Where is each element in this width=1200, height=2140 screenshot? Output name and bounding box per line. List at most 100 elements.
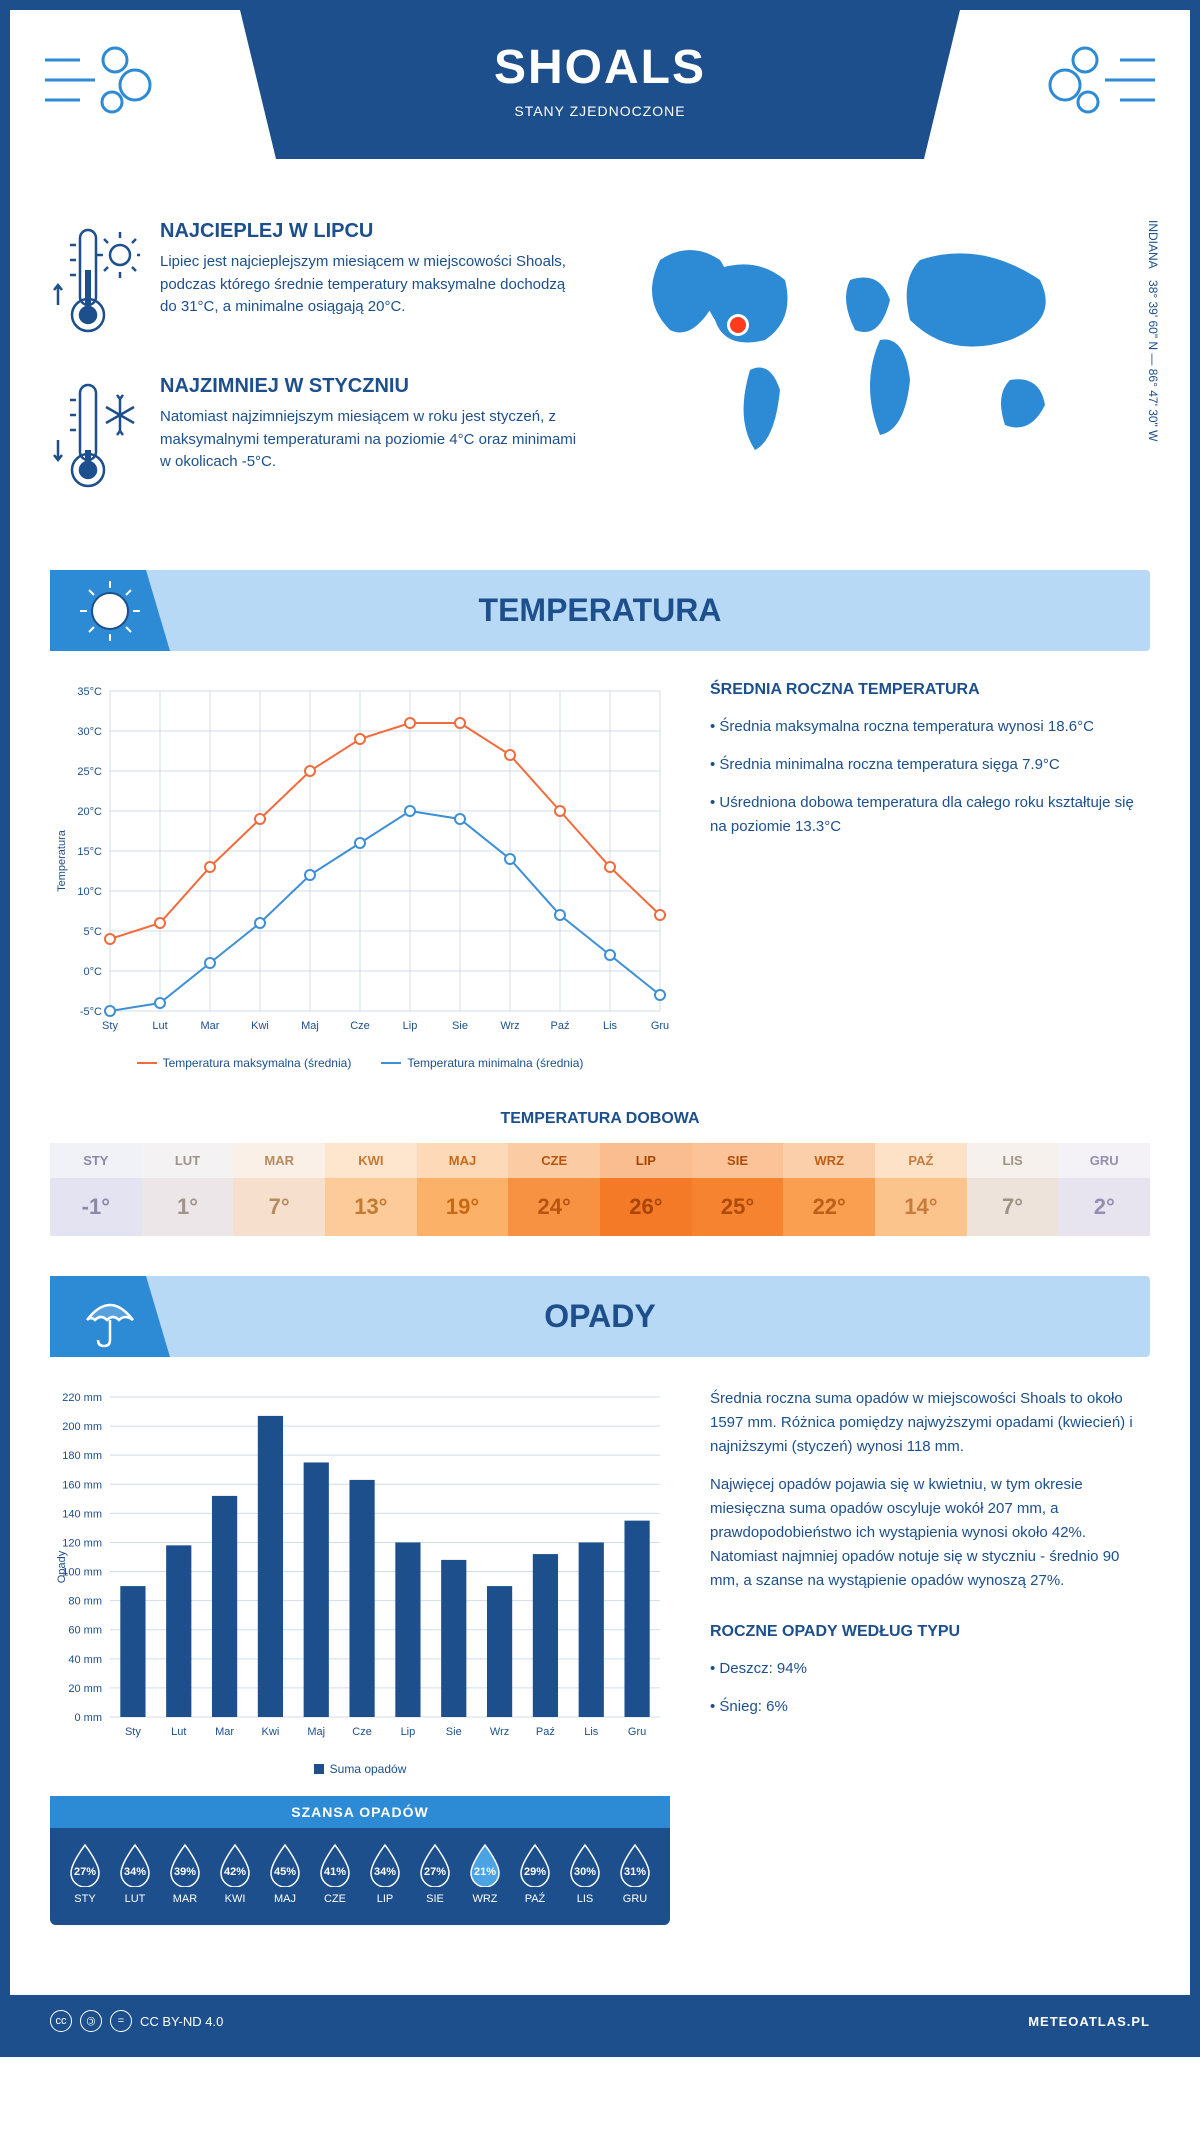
hot-fact: NAJCIEPLEJ W LIPCU Lipiec jest najcieple… — [50, 220, 580, 345]
nd-icon: = — [110, 2010, 132, 2032]
svg-text:20 mm: 20 mm — [68, 1683, 102, 1695]
svg-text:60 mm: 60 mm — [68, 1625, 102, 1637]
svg-text:25°C: 25°C — [77, 766, 102, 778]
svg-text:Opady: Opady — [56, 1550, 68, 1583]
svg-text:160 mm: 160 mm — [62, 1479, 102, 1491]
precipitation-stats: Średnia roczna suma opadów w miejscowośc… — [710, 1387, 1150, 1925]
svg-text:34%: 34% — [374, 1866, 396, 1878]
wind-swirl-icon — [40, 30, 160, 130]
svg-text:10°C: 10°C — [77, 886, 102, 898]
svg-text:Mar: Mar — [201, 1020, 220, 1032]
svg-text:27%: 27% — [424, 1866, 446, 1878]
precipitation-section-header: OPADY — [50, 1276, 1150, 1357]
svg-text:34%: 34% — [124, 1866, 146, 1878]
sun-icon — [75, 576, 145, 646]
cold-fact-title: NAJZIMNIEJ W STYCZNIU — [160, 375, 580, 398]
temp-table-cell: GRU 2° — [1058, 1143, 1150, 1236]
svg-text:20°C: 20°C — [77, 806, 102, 818]
svg-text:Cze: Cze — [352, 1726, 372, 1738]
temp-table-cell: KWI 13° — [325, 1143, 417, 1236]
svg-text:Maj: Maj — [307, 1726, 325, 1738]
svg-text:Paź: Paź — [536, 1726, 555, 1738]
umbrella-icon — [75, 1282, 145, 1352]
svg-text:Gru: Gru — [651, 1020, 669, 1032]
svg-text:Sie: Sie — [446, 1726, 462, 1738]
svg-text:200 mm: 200 mm — [62, 1421, 102, 1433]
precip-chance-drop: 42% KWI — [217, 1843, 253, 1905]
cold-fact: NAJZIMNIEJ W STYCZNIU Natomiast najzimni… — [50, 375, 580, 500]
svg-text:Lis: Lis — [603, 1020, 618, 1032]
svg-text:Mar: Mar — [215, 1726, 234, 1738]
svg-text:80 mm: 80 mm — [68, 1596, 102, 1608]
svg-text:-5°C: -5°C — [80, 1006, 102, 1018]
svg-text:39%: 39% — [174, 1866, 196, 1878]
svg-text:30%: 30% — [574, 1866, 596, 1878]
wind-swirl-icon — [1040, 30, 1160, 130]
precip-chance-drop: 21% WRZ — [467, 1843, 503, 1905]
by-icon: 🄯 — [80, 2010, 102, 2032]
hot-fact-text: Lipiec jest najcieplejszym miesiącem w m… — [160, 251, 580, 319]
svg-text:42%: 42% — [224, 1866, 246, 1878]
title-banner: SHOALS STANY ZJEDNOCZONE — [240, 10, 960, 159]
temp-chart-legend: Temperatura maksymalna (średnia) Tempera… — [50, 1056, 670, 1070]
svg-text:180 mm: 180 mm — [62, 1450, 102, 1462]
precip-chance-drop: 31% GRU — [617, 1843, 653, 1905]
svg-text:45%: 45% — [274, 1866, 296, 1878]
cold-fact-text: Natomiast najzimniejszym miesiącem w rok… — [160, 406, 580, 474]
svg-text:27%: 27% — [74, 1866, 96, 1878]
precip-chance-drop: 30% LIS — [567, 1843, 603, 1905]
footer: cc 🄯 = CC BY-ND 4.0 METEOATLAS.PL — [10, 1995, 1190, 2047]
svg-text:41%: 41% — [324, 1866, 346, 1878]
svg-text:Lis: Lis — [584, 1726, 599, 1738]
svg-text:Kwi: Kwi — [262, 1726, 280, 1738]
country-subtitle: STANY ZJEDNOCZONE — [240, 103, 960, 119]
svg-text:21%: 21% — [474, 1866, 496, 1878]
svg-text:Lip: Lip — [403, 1020, 418, 1032]
thermometer-hot-icon — [50, 220, 140, 340]
svg-text:40 mm: 40 mm — [68, 1654, 102, 1666]
svg-text:Gru: Gru — [628, 1726, 646, 1738]
hot-fact-title: NAJCIEPLEJ W LIPCU — [160, 220, 580, 243]
precip-chance-drop: 34% LIP — [367, 1843, 403, 1905]
svg-text:5°C: 5°C — [84, 926, 103, 938]
precip-chance-drop: 29% PAŹ — [517, 1843, 553, 1905]
svg-text:Sty: Sty — [102, 1020, 118, 1032]
thermometer-cold-icon — [50, 375, 140, 495]
precip-chart-legend: Suma opadów — [50, 1762, 670, 1776]
svg-text:140 mm: 140 mm — [62, 1508, 102, 1520]
cc-icon: cc — [50, 2010, 72, 2032]
svg-text:Wrz: Wrz — [500, 1020, 519, 1032]
svg-text:Lip: Lip — [401, 1726, 416, 1738]
temperature-section-header: TEMPERATURA — [50, 570, 1150, 651]
svg-text:29%: 29% — [524, 1866, 546, 1878]
svg-text:0 mm: 0 mm — [75, 1712, 103, 1724]
svg-text:35°C: 35°C — [77, 686, 102, 698]
precip-chance-drop: 27% STY — [67, 1843, 103, 1905]
temp-table-cell: STY -1° — [50, 1143, 142, 1236]
license-text: CC BY-ND 4.0 — [140, 2014, 223, 2029]
precip-chance-drop: 41% CZE — [317, 1843, 353, 1905]
temp-table-cell: MAJ 19° — [417, 1143, 509, 1236]
temp-table-cell: LIP 26° — [600, 1143, 692, 1236]
svg-text:30°C: 30°C — [77, 726, 102, 738]
svg-text:Temperatura: Temperatura — [56, 829, 68, 892]
svg-text:120 mm: 120 mm — [62, 1537, 102, 1549]
svg-text:Sty: Sty — [125, 1726, 141, 1738]
svg-text:220 mm: 220 mm — [62, 1392, 102, 1404]
svg-text:Kwi: Kwi — [251, 1020, 269, 1032]
svg-text:Paź: Paź — [551, 1020, 570, 1032]
site-credit: METEOATLAS.PL — [1028, 2014, 1150, 2029]
svg-text:Sie: Sie — [452, 1020, 468, 1032]
precip-chance-drop: 39% MAR — [167, 1843, 203, 1905]
location-marker — [730, 317, 746, 333]
svg-text:0°C: 0°C — [84, 966, 103, 978]
precipitation-chance-box: SZANSA OPADÓW 27% STY 34% LUT 39% — [50, 1796, 670, 1925]
precipitation-bar-chart: 0 mm 20 mm 40 mm 60 mm 80 mm 100 mm 120 mm 140 … — [50, 1387, 670, 1747]
svg-text:Lut: Lut — [171, 1726, 186, 1738]
temp-table-cell: SIE 25° — [692, 1143, 784, 1236]
coordinates: INDIANA 38° 39' 60" N — 86° 47' 30" W — [1146, 220, 1160, 441]
daily-temp-title: TEMPERATURA DOBOWA — [50, 1110, 1150, 1128]
svg-text:100 mm: 100 mm — [62, 1567, 102, 1579]
daily-temperature-table: STY -1°LUT 1°MAR 7°KWI 13°MAJ 19°CZE 24°… — [50, 1143, 1150, 1236]
precip-chance-drop: 34% LUT — [117, 1843, 153, 1905]
